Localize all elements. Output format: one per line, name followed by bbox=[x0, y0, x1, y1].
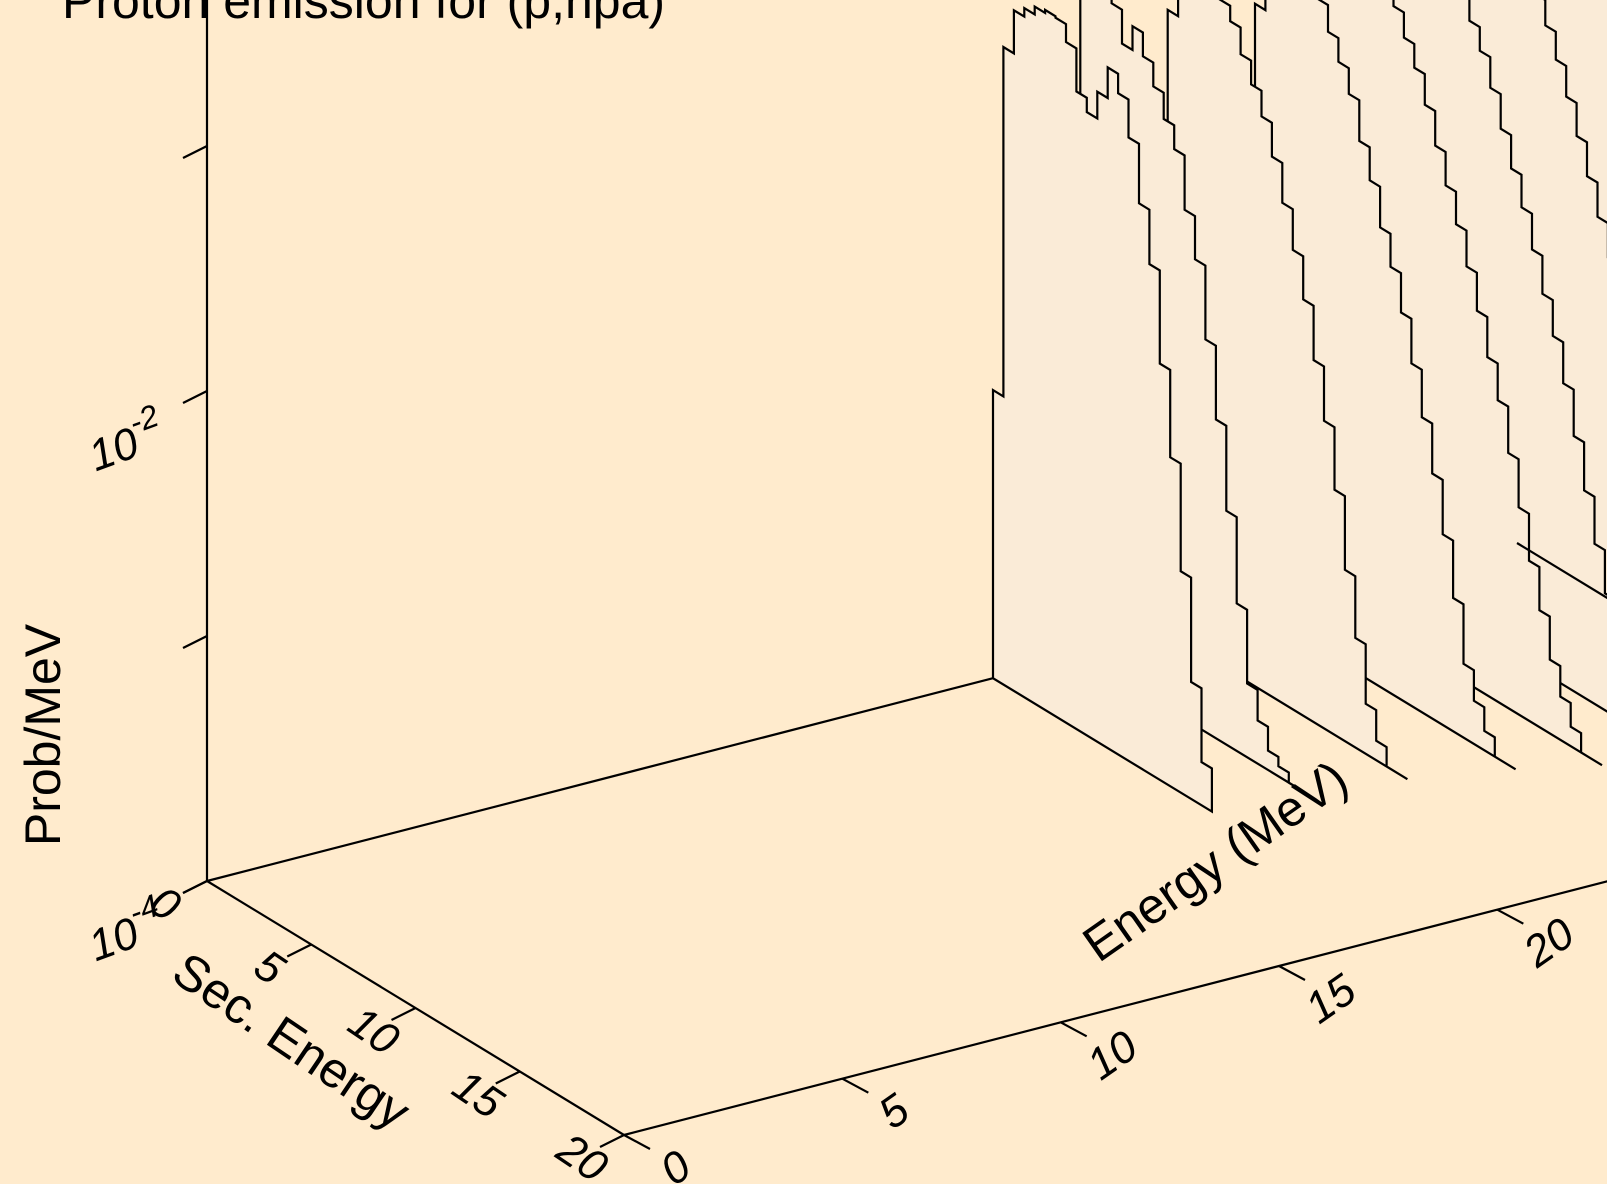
x-tick bbox=[1060, 1021, 1088, 1038]
z-minor-tick bbox=[182, 145, 208, 159]
spectrum-18 bbox=[991, 4, 1214, 814]
y-tick bbox=[391, 1007, 416, 1021]
x-tick bbox=[623, 1134, 651, 1150]
z-tick bbox=[182, 390, 208, 404]
x-tick bbox=[1278, 965, 1306, 981]
spectra bbox=[991, 0, 1607, 814]
z-axis-title: Prob/MeV bbox=[15, 623, 71, 846]
y-tick bbox=[182, 880, 208, 894]
y-tick bbox=[495, 1070, 521, 1085]
x-tick bbox=[841, 1077, 869, 1094]
right-floor-edge bbox=[1516, 542, 1607, 600]
x-tick bbox=[1496, 908, 1524, 925]
y-tick bbox=[286, 943, 312, 958]
y-tick bbox=[599, 1134, 625, 1148]
z-minor-tick bbox=[182, 635, 208, 649]
chart-title: Proton emission for (p,npa) bbox=[62, 0, 665, 29]
